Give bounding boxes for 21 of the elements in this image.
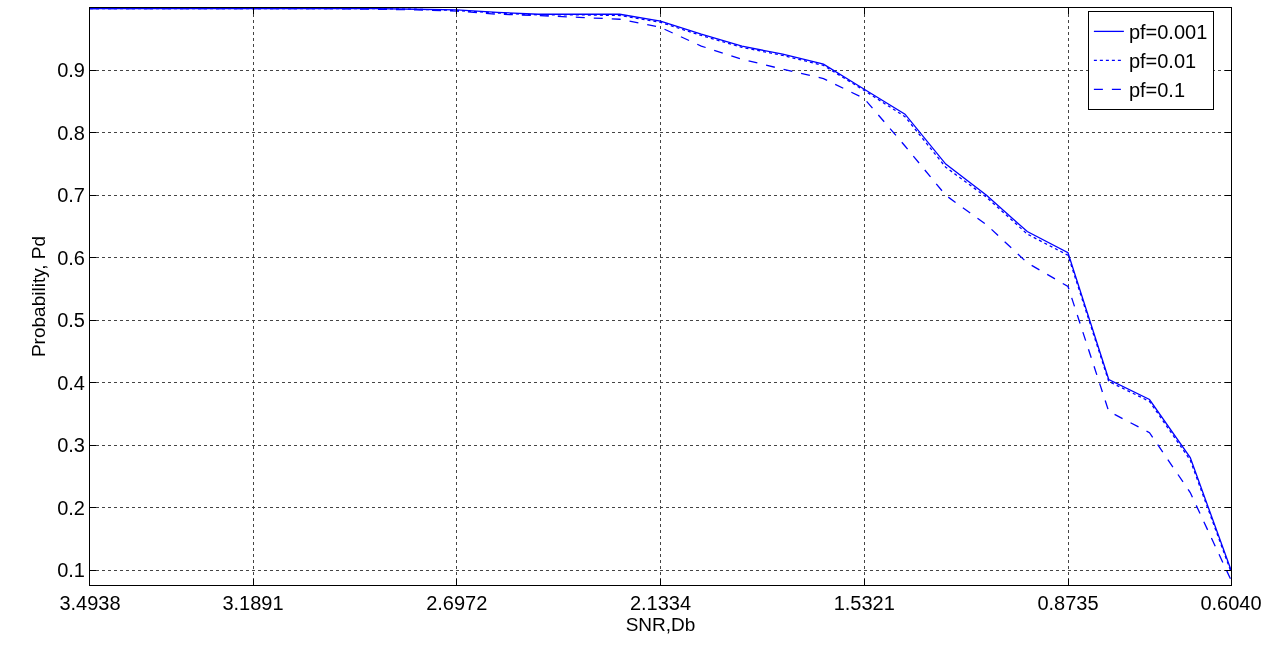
x-tick-label: 2.1334 xyxy=(629,592,692,614)
x-axis-title: SNR,Db xyxy=(625,614,696,635)
legend-label: pf=0.1 xyxy=(1128,79,1186,102)
legend-label: pf=0.001 xyxy=(1128,21,1208,44)
y-tick-label: 0.9 xyxy=(57,59,85,82)
x-tick-label: 0.8735 xyxy=(1037,592,1099,614)
x-tick-label: 1.5321 xyxy=(833,592,895,614)
y-tick-label: 0.7 xyxy=(57,184,85,207)
x-tick-label: 3.1891 xyxy=(222,592,284,614)
y-tick-label: 0.8 xyxy=(57,121,85,144)
y-tick-label: 0.5 xyxy=(57,309,85,332)
y-tick-label: 0.2 xyxy=(57,496,85,519)
x-tick-label: 0.6040 xyxy=(1200,592,1262,614)
y-tick-label: 0.1 xyxy=(57,559,85,582)
y-tick-label: 0.3 xyxy=(57,434,85,457)
y-tick-label: 0.4 xyxy=(57,371,85,394)
legend-label: pf=0.01 xyxy=(1128,50,1197,73)
x-tick-label: 2.6972 xyxy=(426,592,488,614)
x-tick-label: 3.4938 xyxy=(59,592,121,614)
y-axis-title: Probability, Pd xyxy=(28,235,50,358)
y-tick-label: 0.6 xyxy=(57,246,85,269)
